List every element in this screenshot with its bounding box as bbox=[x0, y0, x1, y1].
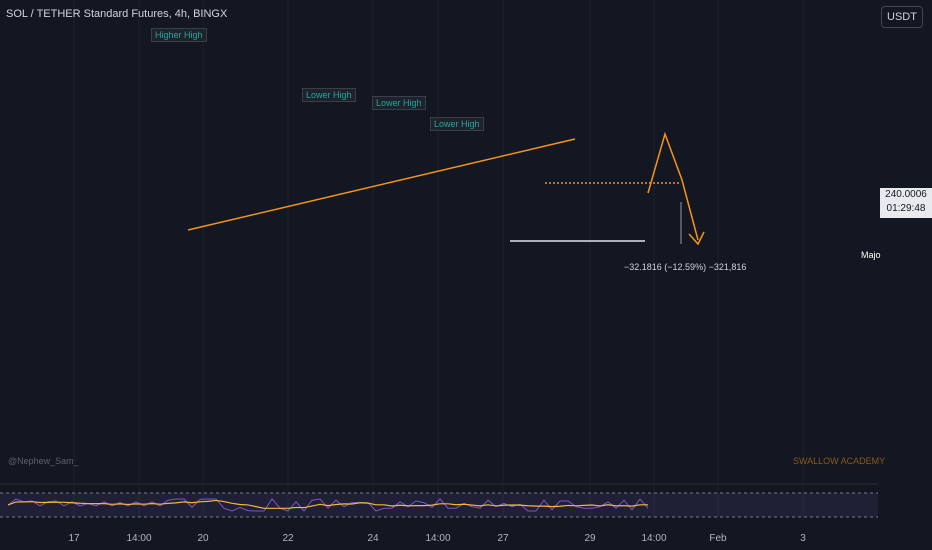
current-price-value: 240.0006 bbox=[885, 189, 927, 200]
rising-trendline bbox=[187, 138, 576, 231]
price-axis-background bbox=[878, 0, 932, 550]
rsi-band bbox=[0, 493, 878, 517]
time-axis[interactable]: 17 14:00 20 22 24 14:00 27 29 14:00 Feb 3 bbox=[0, 526, 878, 550]
lower-high-label-1: Lower High bbox=[302, 88, 356, 102]
time-tick-label: 3 bbox=[800, 533, 806, 544]
time-tick-label: 14:00 bbox=[641, 533, 666, 544]
time-tick-label: 20 bbox=[197, 533, 209, 544]
measure-readout: −32.1816 (−12.59%) −321,816 bbox=[624, 262, 747, 272]
time-tick-label: 14:00 bbox=[126, 533, 151, 544]
trend-drawings bbox=[187, 131, 705, 246]
currency-button[interactable]: USDT bbox=[881, 6, 923, 28]
lower-high-label-2: Lower High bbox=[372, 96, 426, 110]
time-tick-label: 14:00 bbox=[425, 533, 450, 544]
rsi-pane bbox=[0, 483, 878, 518]
projection-path bbox=[647, 131, 699, 241]
higher-high-label: Higher High bbox=[151, 28, 207, 42]
time-tick-label: 27 bbox=[497, 533, 509, 544]
chart-grid bbox=[73, 0, 804, 518]
rsi-signal-line bbox=[7, 499, 648, 509]
projection-arrowhead bbox=[688, 231, 705, 246]
major-support-label: Majo bbox=[861, 250, 881, 260]
time-tick-label: 22 bbox=[282, 533, 294, 544]
lower-high-label-3: Lower High bbox=[430, 117, 484, 131]
time-tick-label: Feb bbox=[709, 533, 727, 544]
time-axis-background bbox=[0, 526, 878, 550]
brand-watermark: SWALLOW ACADEMY bbox=[793, 456, 886, 466]
time-tick-label: 24 bbox=[367, 533, 379, 544]
bar-countdown: 01:29:48 bbox=[886, 203, 926, 214]
time-tick-label: 29 bbox=[584, 533, 596, 544]
time-tick-label: 17 bbox=[68, 533, 80, 544]
chart-title: SOL / TETHER Standard Futures, 4h, BINGX bbox=[6, 8, 228, 20]
author-watermark: @Nephew_Sam_ bbox=[8, 456, 79, 466]
price-axis[interactable]: 290.0000270.0000250.0000230.0000220.0000… bbox=[878, 0, 932, 550]
current-price-label: 240.0006 01:29:48 bbox=[880, 188, 932, 218]
